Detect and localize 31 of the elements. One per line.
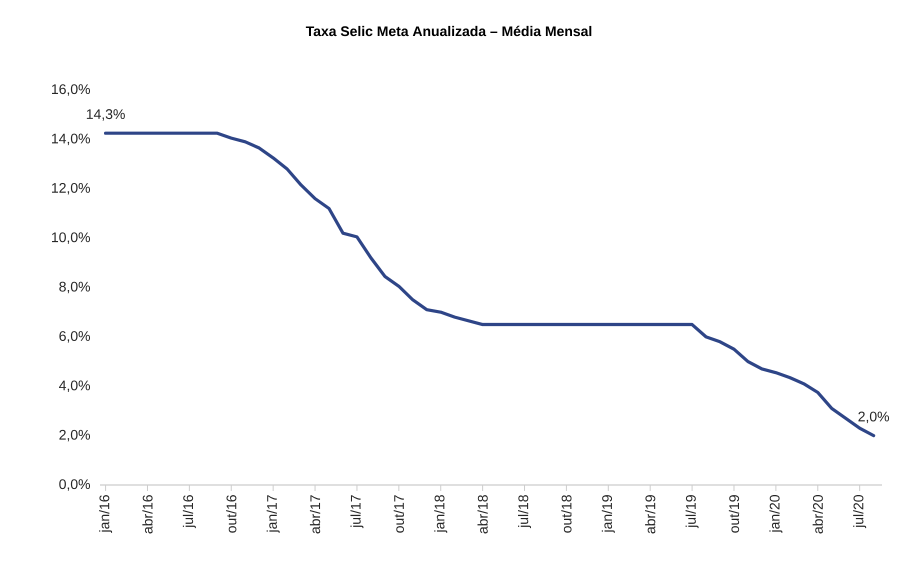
x-tick-label: jul/18 xyxy=(518,495,532,528)
x-tick-label: out/18 xyxy=(561,495,572,533)
x-tick-label: abr/17 xyxy=(310,495,320,534)
x-tick-label: jan/17 xyxy=(266,495,280,533)
data-label: 2,0% xyxy=(858,412,890,424)
x-tick-label: jul/16 xyxy=(182,495,196,528)
y-tick-label: 14,0% xyxy=(52,134,90,146)
x-tick-label: abr/16 xyxy=(142,495,153,534)
y-tick-label: 6,0% xyxy=(59,331,90,343)
x-tick-label: jul/17 xyxy=(350,495,364,528)
x-tick-label: jan/19 xyxy=(602,495,615,533)
x-tick-label: jan/20 xyxy=(769,495,782,533)
x-tick-label: jul/19 xyxy=(686,495,699,528)
x-tick-label: abr/20 xyxy=(812,495,823,534)
y-tick-label: 2,0% xyxy=(59,430,90,442)
x-tick-label: jan/18 xyxy=(434,495,448,533)
data-label: 14,3% xyxy=(86,109,125,121)
chart-title: Taxa Selic Meta Anualizada – Média Mensal xyxy=(306,26,592,36)
y-tick-label: 10,0% xyxy=(52,232,90,244)
y-tick-label: 16,0% xyxy=(52,84,90,96)
x-tick-label: abr/18 xyxy=(478,495,488,534)
x-tick-label: out/19 xyxy=(728,495,740,533)
x-tick-label: abr/19 xyxy=(645,495,656,534)
x-tick-label: out/17 xyxy=(394,495,404,533)
x-tick-label: jan/16 xyxy=(99,495,112,533)
y-tick-label: 12,0% xyxy=(52,182,90,195)
x-tick-label: out/16 xyxy=(226,495,236,533)
x-tick-label: jul/20 xyxy=(853,495,866,528)
y-tick-label: 4,0% xyxy=(59,380,90,392)
y-tick-label: 0,0% xyxy=(59,479,90,491)
y-tick-label: 8,0% xyxy=(59,282,90,294)
